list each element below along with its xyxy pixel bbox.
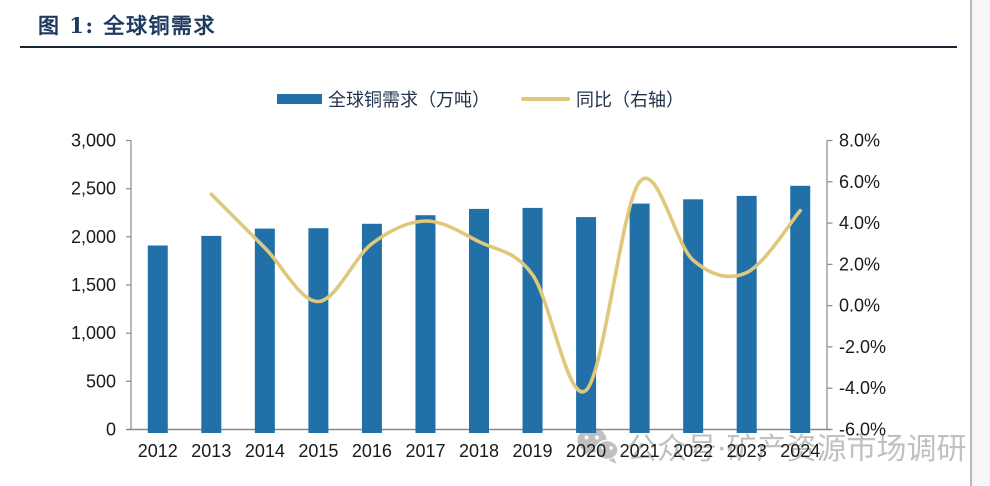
page-title: 图 1: 全球铜需求 — [38, 13, 216, 38]
x-axis-label: 2013 — [191, 441, 231, 461]
right-axis-label: 4.0% — [839, 213, 880, 233]
left-axis-label: 2,000 — [71, 227, 116, 247]
right-axis-label: 8.0% — [839, 131, 880, 151]
yoy-line[interactable] — [209, 176, 802, 394]
bar-2015[interactable] — [308, 228, 329, 433]
legend-line-label: 同比（右轴） — [576, 90, 684, 111]
x-axis-label: 2017 — [405, 441, 445, 461]
bar-2016[interactable] — [361, 223, 382, 433]
bar-2024[interactable] — [790, 185, 811, 433]
left-axis-label: 500 — [86, 371, 116, 391]
left-axis-label: 1,000 — [71, 323, 116, 343]
x-axis-label: 2022 — [673, 441, 713, 461]
right-axis-label: 6.0% — [839, 172, 880, 192]
x-axis-label: 2016 — [352, 441, 392, 461]
legend-bar-swatch — [277, 94, 322, 104]
title-underline — [20, 46, 957, 48]
bar-2020[interactable] — [576, 217, 597, 433]
right-axis-label: 2.0% — [839, 254, 880, 274]
page-right-border — [970, 0, 972, 486]
left-axis-label: 3,000 — [71, 131, 116, 151]
bar-2021[interactable] — [629, 203, 650, 433]
right-axis-label: -4.0% — [839, 378, 886, 398]
left-axis-label: 2,500 — [71, 179, 116, 199]
bar-2013[interactable] — [201, 235, 222, 433]
x-axis-label: 2020 — [566, 441, 606, 461]
x-axis-label: 2015 — [298, 441, 338, 461]
page-right-margin — [972, 0, 990, 486]
bar-2023[interactable] — [736, 195, 757, 433]
chart-legend: 全球铜需求（万吨） 同比（右轴） — [277, 85, 684, 113]
x-axis-label: 2014 — [245, 441, 285, 461]
bar-2014[interactable] — [254, 228, 275, 433]
right-axis-label: -6.0% — [839, 420, 886, 440]
left-axis-label: 1,500 — [71, 275, 116, 295]
bar-2022[interactable] — [683, 199, 704, 433]
bar-2018[interactable] — [469, 208, 489, 433]
left-axis-label: 0 — [106, 420, 116, 440]
x-axis-label: 2023 — [727, 441, 767, 461]
x-axis-label: 2012 — [138, 441, 178, 461]
x-axis-label: 2018 — [459, 441, 499, 461]
bar-2017[interactable] — [415, 215, 436, 433]
x-axis-label: 2024 — [780, 441, 820, 461]
x-axis-label: 2021 — [620, 441, 660, 461]
right-axis-label: -2.0% — [839, 337, 886, 357]
bar-2012[interactable] — [147, 245, 168, 434]
bar-2019[interactable] — [522, 207, 543, 433]
legend-line-swatch — [521, 97, 570, 101]
x-axis-label: 2019 — [513, 441, 553, 461]
right-axis-label: 0.0% — [839, 296, 880, 316]
legend-bar-label: 全球铜需求（万吨） — [328, 90, 490, 111]
